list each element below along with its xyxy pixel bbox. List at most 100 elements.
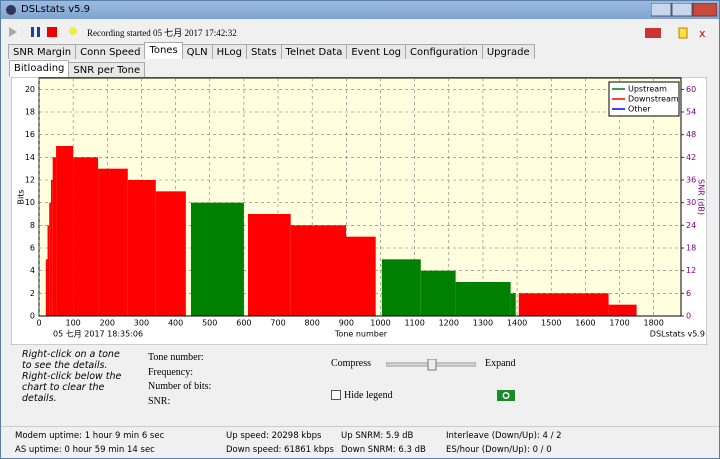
y-tick-label: 6 bbox=[30, 244, 35, 253]
y-tick-label: 8 bbox=[30, 221, 35, 230]
tone-bar bbox=[247, 214, 291, 316]
y2-tick-label: 36 bbox=[686, 176, 696, 185]
tab[interactable]: HLog bbox=[211, 44, 247, 59]
x-tick-label: 1000 bbox=[370, 319, 390, 328]
tab[interactable]: Conn Speed bbox=[75, 44, 146, 59]
y-tick-label: 0 bbox=[30, 312, 35, 321]
y2-tick-label: 42 bbox=[686, 153, 696, 162]
x-axis-label: Tone number bbox=[334, 330, 388, 339]
tab[interactable]: Tones bbox=[144, 42, 183, 59]
details-fields: Tone number: Frequency: Number of bits: SNR… bbox=[148, 352, 211, 410]
tab[interactable]: QLN bbox=[181, 44, 213, 59]
y2-tick-label: 6 bbox=[686, 289, 691, 298]
tab[interactable]: Configuration bbox=[405, 44, 483, 59]
tone-bar bbox=[608, 304, 637, 316]
status-item: Interleave (Down/Up): 4 / 2 bbox=[446, 431, 562, 441]
x-tick-label: 1500 bbox=[541, 319, 561, 328]
app-icon bbox=[6, 5, 16, 15]
snapshot-button[interactable] bbox=[497, 387, 515, 401]
y-tick-label: 12 bbox=[25, 176, 35, 185]
tone-bar bbox=[73, 157, 99, 316]
subtab-bar: Bitloading SNR per Tone bbox=[9, 60, 146, 77]
tab[interactable]: Event Log bbox=[346, 44, 407, 59]
tone-bar bbox=[290, 225, 346, 316]
y2-tick-label: 12 bbox=[686, 266, 696, 275]
x-tick-label: 1600 bbox=[575, 319, 595, 328]
title-bar: DSLstats v5.9 bbox=[1, 1, 719, 19]
x-tick-label: 1300 bbox=[473, 319, 493, 328]
tone-bar bbox=[155, 191, 186, 316]
tab[interactable]: Stats bbox=[246, 44, 282, 59]
x-tick-label: 1100 bbox=[404, 319, 424, 328]
y-tick-label: 2 bbox=[30, 289, 35, 298]
tab[interactable]: Upgrade bbox=[481, 44, 535, 59]
hide-legend-label: Hide legend bbox=[344, 390, 393, 401]
compress-label: Compress bbox=[331, 358, 371, 369]
x-tick-label: 300 bbox=[134, 319, 149, 328]
toolbar-buttons[interactable] bbox=[7, 25, 79, 39]
x-tick-label: 900 bbox=[339, 319, 354, 328]
y2-tick-label: 0 bbox=[686, 312, 691, 321]
status-item: Up SNRM: 5.9 dB bbox=[341, 431, 414, 441]
y-tick-label: 18 bbox=[25, 108, 35, 117]
y-axis-label: Bits bbox=[17, 189, 26, 204]
y2-tick-label: 30 bbox=[686, 198, 696, 207]
tone-bar bbox=[127, 180, 156, 316]
x-tick-label: 200 bbox=[100, 319, 115, 328]
status-item: Down SNRM: 6.3 dB bbox=[341, 445, 426, 455]
tab[interactable]: Telnet Data bbox=[280, 44, 348, 59]
detail-field: Frequency: bbox=[148, 366, 193, 378]
legend-label: Upstream bbox=[628, 85, 667, 94]
hide-legend-checkbox[interactable] bbox=[331, 390, 341, 400]
tone-bar bbox=[190, 202, 244, 316]
svg-text:x: x bbox=[699, 27, 706, 40]
tab[interactable]: SNR Margin bbox=[8, 44, 77, 59]
y-tick-label: 16 bbox=[25, 130, 35, 139]
tab-bar: SNR Margin Conn Speed Tones QLN HLog Stats Tel… bbox=[8, 42, 535, 59]
x-tick-label: 600 bbox=[236, 319, 251, 328]
status-item: AS uptime: 0 hour 59 min 14 sec bbox=[15, 445, 155, 455]
subtab[interactable]: Bitloading bbox=[9, 60, 70, 77]
x-tick-label: 100 bbox=[66, 319, 81, 328]
tone-bar bbox=[420, 270, 456, 316]
x-tick-label: 1700 bbox=[609, 319, 629, 328]
x-tick-label: 800 bbox=[305, 319, 320, 328]
toolbar-icons[interactable]: x bbox=[645, 25, 717, 41]
x-tick-label: 1200 bbox=[439, 319, 459, 328]
recording-status: Recording started 05 七月 2017 17:42:32 bbox=[87, 28, 237, 38]
watermark: DSLstats v5.9 bbox=[650, 330, 705, 339]
x-tick-label: 400 bbox=[168, 319, 183, 328]
tone-bar bbox=[518, 293, 609, 316]
tone-bar bbox=[98, 168, 128, 316]
y-tick-label: 20 bbox=[25, 85, 35, 94]
x-tick-label: 500 bbox=[202, 319, 217, 328]
detail-field: Number of bits: bbox=[148, 381, 212, 392]
window-title: DSLstats v5.9 bbox=[21, 4, 91, 15]
timestamp: 05 七月 2017 18:35:06 bbox=[53, 330, 143, 339]
x-tick-label: 0 bbox=[36, 319, 41, 328]
tone-bar bbox=[56, 146, 74, 316]
x-tick-label: 1400 bbox=[507, 319, 527, 328]
y-tick-label: 14 bbox=[25, 153, 35, 162]
zoom-slider[interactable] bbox=[386, 359, 476, 371]
y2-tick-label: 18 bbox=[686, 244, 696, 253]
detail-field: SNR: bbox=[148, 395, 171, 407]
subtab[interactable]: SNR per Tone bbox=[68, 62, 146, 77]
window-controls[interactable] bbox=[651, 3, 717, 17]
tone-bar bbox=[49, 202, 51, 316]
tone-bar bbox=[52, 157, 57, 316]
status-item: Down speed: 61861 kbps bbox=[226, 445, 334, 455]
tone-bar bbox=[510, 293, 516, 316]
y2-tick-label: 54 bbox=[686, 108, 696, 117]
status-item: Modem uptime: 1 hour 9 min 6 sec bbox=[15, 431, 165, 441]
tone-bar bbox=[345, 236, 376, 316]
y-tick-label: 10 bbox=[25, 198, 35, 207]
tone-bar bbox=[455, 282, 511, 316]
tone-bar bbox=[45, 259, 48, 316]
y2-tick-label: 48 bbox=[686, 130, 696, 139]
details-hint: Right-click on a tone to see the details… bbox=[22, 349, 122, 404]
x-tick-label: 700 bbox=[270, 319, 285, 328]
status-bar: Modem uptime: 1 hour 9 min 6 sec Up speed… bbox=[1, 426, 719, 458]
expand-label: Expand bbox=[485, 358, 516, 369]
